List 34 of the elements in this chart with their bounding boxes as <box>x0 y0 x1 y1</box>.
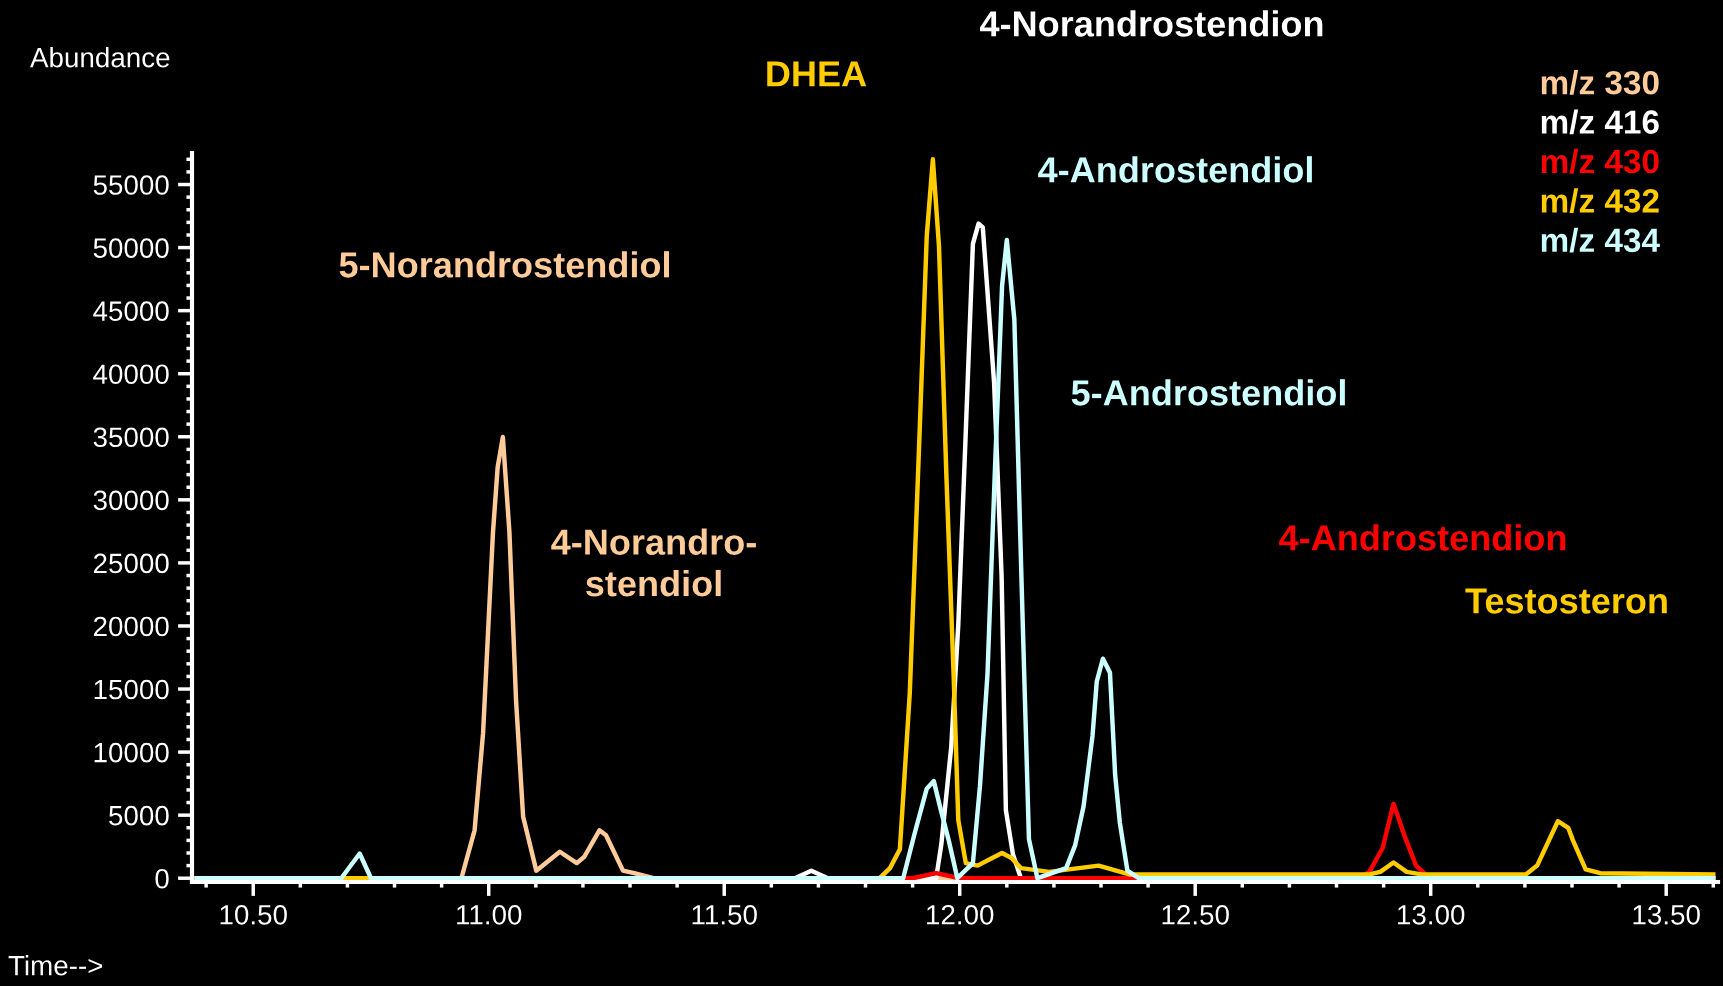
y-tick-label: 30000 <box>93 490 169 511</box>
x-tick-label: 12.50 <box>1162 904 1229 925</box>
text: m/z 434 <box>1541 227 1660 253</box>
y-tick-label: 40000 <box>93 364 169 385</box>
x-tick-label: 11.00 <box>457 904 522 925</box>
y-tick-label: 25000 <box>93 553 169 574</box>
y-tick-label: 50000 <box>93 238 169 258</box>
y-tick-label: 55000 <box>93 175 169 195</box>
y-tick-label: 15000 <box>94 679 169 700</box>
text: 4-Norandrostendion <box>980 10 1323 37</box>
annotation: Testosteron <box>1465 588 1667 614</box>
y-tick-label: 0 <box>155 868 169 889</box>
text: m/z 432 <box>1541 188 1659 214</box>
text: m/z 330 <box>1541 70 1659 95</box>
annotation: 4-Norandro- stendiol <box>551 528 756 597</box>
y-tick-label: 10000 <box>94 742 169 763</box>
annotation: 4-Androstendion <box>1279 524 1566 551</box>
text: m/z 416 <box>1541 109 1659 135</box>
x-tick-label: 12.00 <box>927 904 994 925</box>
text: m/z 430 <box>1541 148 1659 174</box>
x-tick-label: 11.50 <box>692 904 757 925</box>
x-axis-title: Time--> <box>8 955 103 976</box>
y-tick-label: 45000 <box>93 301 169 321</box>
y-tick-label: 5000 <box>109 805 169 826</box>
y-axis-title: Abundance <box>30 47 170 68</box>
annotation: 5-Androstendiol <box>1071 379 1345 406</box>
x-tick-label: 13.50 <box>1633 904 1700 925</box>
y-tick-label: 35000 <box>93 427 169 448</box>
x-tick-label: 13.00 <box>1398 904 1465 925</box>
text: DHEA <box>767 61 867 87</box>
x-tick-label: 10.50 <box>220 904 287 925</box>
annotation: 4-Androstendiol <box>1038 156 1312 183</box>
annotation: 5-Norandrostendiol <box>339 251 669 278</box>
y-tick-label: 20000 <box>93 616 169 637</box>
